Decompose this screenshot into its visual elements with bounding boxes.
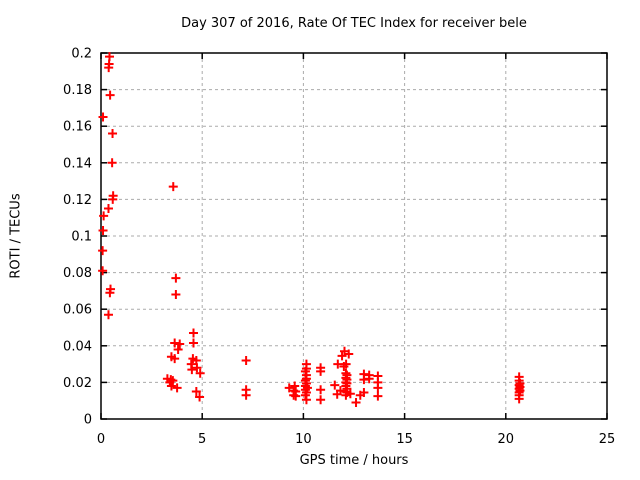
y-tick-label: 0.1 (71, 230, 92, 245)
y-tick-label: 0.14 (63, 156, 92, 171)
x-tick-label: 20 (498, 432, 515, 447)
data-point-marker (195, 368, 205, 378)
data-point-marker (105, 288, 115, 298)
data-point-marker (345, 389, 355, 399)
x-tick-label: 10 (295, 432, 312, 447)
data-point-marker (191, 387, 201, 397)
data-point-marker (104, 63, 114, 73)
data-point-marker (373, 383, 383, 393)
data-point-marker (300, 390, 310, 400)
data-point-marker (171, 290, 181, 300)
data-point-marker (188, 338, 198, 348)
data-point-marker (99, 211, 109, 221)
data-point-marker (108, 194, 118, 204)
y-tick-label: 0.12 (63, 193, 92, 208)
data-point-marker (514, 394, 524, 404)
data-point-marker (339, 361, 349, 371)
x-axis-label: GPS time / hours (299, 453, 409, 468)
data-point-marker (98, 226, 108, 236)
data-point-marker (195, 392, 205, 402)
x-tick-label: 0 (97, 432, 105, 447)
data-point-marker (241, 355, 251, 365)
data-point-marker (192, 363, 202, 373)
data-point-marker (316, 366, 326, 376)
y-tick-label: 0 (84, 413, 92, 428)
y-tick-label: 0.06 (63, 303, 92, 318)
data-point-marker (168, 182, 178, 192)
data-point-marker (187, 365, 197, 375)
x-tick-label: 5 (198, 432, 206, 447)
data-point-marker (171, 273, 181, 283)
data-point-marker (172, 383, 182, 393)
data-point-marker (98, 266, 108, 276)
data-point-marker (170, 354, 180, 364)
data-point-marker (351, 398, 361, 408)
y-tick-label: 0.16 (63, 120, 92, 135)
data-point-marker (107, 158, 117, 168)
data-point-marker (103, 310, 113, 320)
data-point-marker (373, 391, 383, 401)
data-point-marker (355, 390, 365, 400)
data-point-marker (98, 112, 108, 122)
data-point-marker (290, 381, 300, 391)
y-tick-label: 0.08 (63, 266, 92, 281)
y-tick-label: 0.2 (71, 47, 92, 62)
data-point-marker (302, 383, 312, 393)
data-point-marker (316, 395, 326, 405)
data-point-marker (105, 90, 115, 100)
data-point-marker (359, 375, 369, 385)
y-tick-label: 0.02 (63, 376, 92, 391)
y-tick-label: 0.18 (63, 83, 92, 98)
data-point-marker (166, 381, 176, 391)
data-point-marker (337, 351, 347, 361)
chart-title: Day 307 of 2016, Rate Of TEC Index for r… (181, 16, 527, 31)
data-point-marker (241, 390, 251, 400)
data-point-marker (291, 391, 301, 401)
data-point-marker (301, 395, 311, 405)
data-point-marker (108, 129, 118, 139)
data-point-marker (188, 328, 198, 338)
data-point-marker (344, 349, 354, 359)
data-point-marker (330, 380, 340, 390)
x-tick-label: 25 (599, 432, 616, 447)
data-point-marker (98, 246, 108, 256)
data-point-marker (173, 344, 183, 354)
data-point-marker (341, 390, 351, 400)
data-point-marker (103, 204, 113, 214)
data-point-marker (333, 359, 343, 369)
data-point-marker (332, 389, 342, 399)
data-point-marker (316, 385, 326, 395)
x-tick-label: 15 (396, 432, 413, 447)
y-tick-label: 0.04 (63, 339, 92, 354)
data-point-marker (175, 339, 185, 349)
